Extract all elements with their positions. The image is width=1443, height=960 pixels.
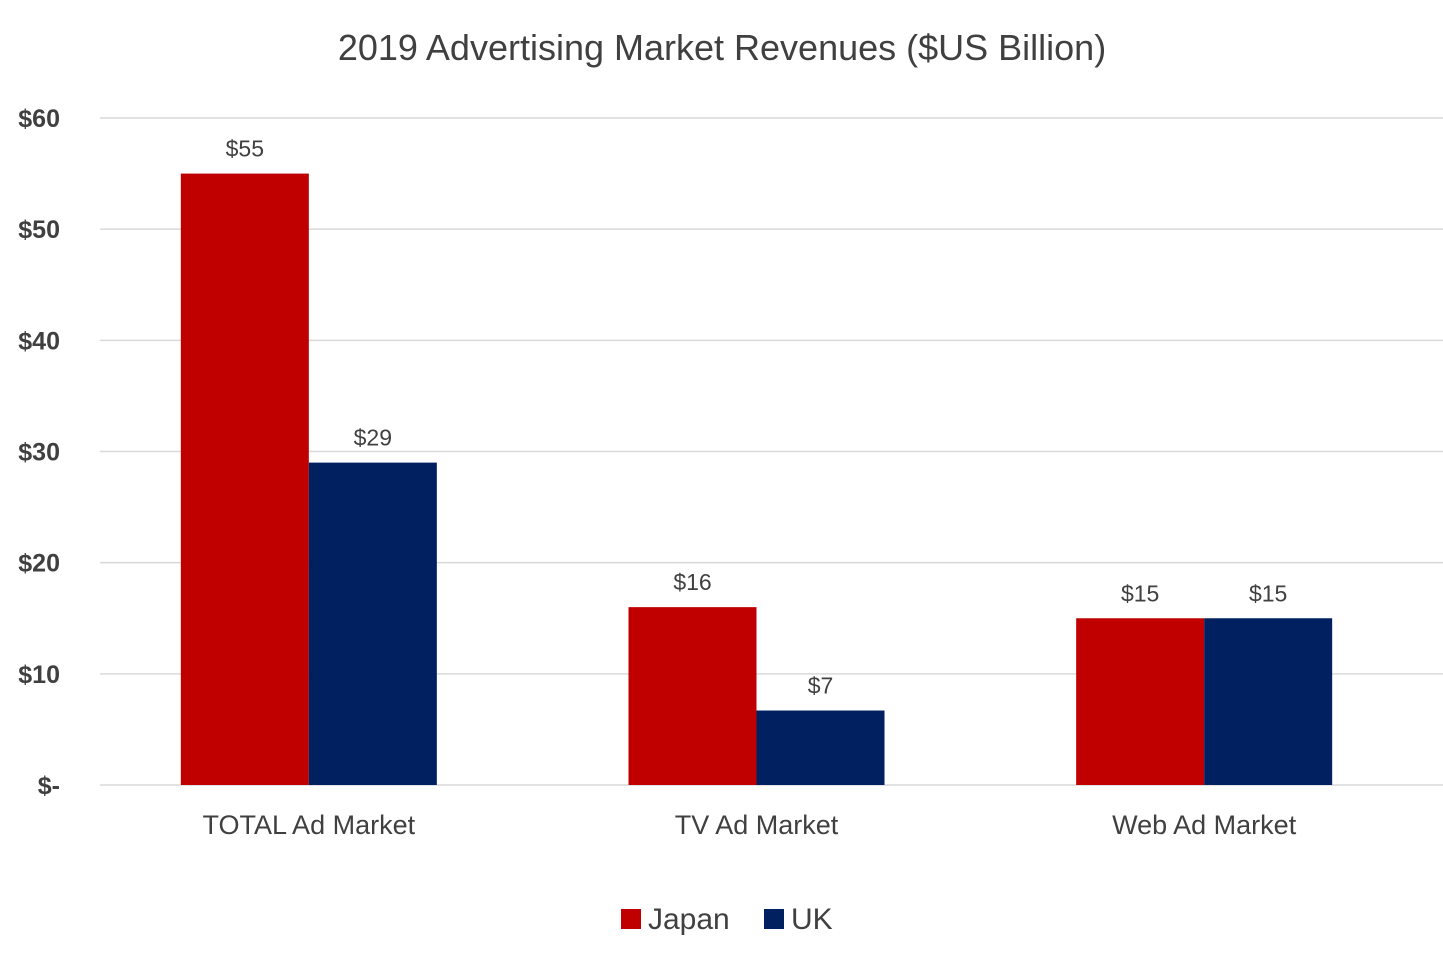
data-label: $15 [1249, 580, 1287, 606]
y-tick-label: $- [38, 772, 60, 800]
data-label: $7 [808, 673, 834, 699]
y-tick-label: $30 [18, 439, 60, 467]
x-tick-label: TV Ad Market [675, 810, 839, 840]
y-tick-label: $20 [18, 550, 60, 578]
data-label: $16 [673, 569, 711, 595]
legend-label-japan: Japan [648, 903, 730, 936]
legend-swatch-uk [764, 909, 784, 929]
y-tick-label: $60 [18, 105, 60, 133]
y-tick-label: $10 [18, 661, 60, 689]
legend-swatch-japan [621, 909, 641, 929]
bar-uk-1 [756, 710, 885, 785]
bar-japan-1 [628, 607, 757, 785]
x-axis-tick-labels: TOTAL Ad Market TV Ad Market Web Ad Market [203, 810, 1297, 840]
data-label: $29 [354, 425, 392, 451]
y-tick-label: $40 [18, 327, 60, 355]
bar-uk-0 [308, 462, 437, 785]
bars [180, 173, 1333, 786]
bar-uk-2 [1204, 618, 1333, 785]
bar-japan-2 [1076, 618, 1205, 785]
data-label: $55 [226, 136, 264, 162]
chart-title: 2019 Advertising Market Revenues ($US Bi… [338, 27, 1106, 68]
legend: Japan UK [621, 903, 833, 936]
x-tick-label: Web Ad Market [1112, 810, 1297, 840]
legend-label-uk: UK [791, 903, 833, 936]
data-labels: $55 $29 $16 $7 $15 $15 [226, 136, 1288, 699]
x-tick-label: TOTAL Ad Market [203, 810, 416, 840]
y-axis-tick-labels: $- $10 $20 $30 $40 $50 $60 [18, 105, 60, 800]
data-label: $15 [1121, 580, 1159, 606]
y-tick-label: $50 [18, 216, 60, 244]
bar-japan-0 [180, 173, 309, 786]
